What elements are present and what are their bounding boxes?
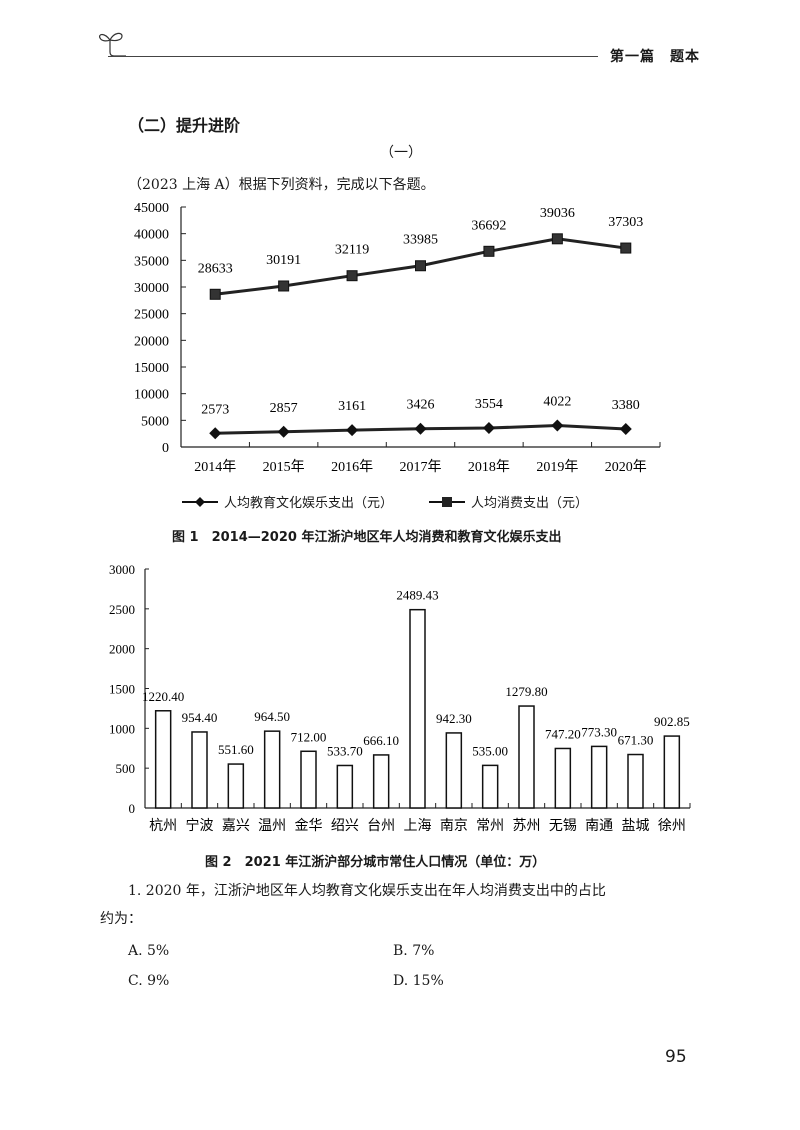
option-c[interactable]: C. 9%: [128, 973, 170, 989]
svg-text:上海: 上海: [404, 818, 432, 834]
svg-text:2500: 2500: [109, 602, 135, 617]
svg-text:杭州: 杭州: [149, 818, 177, 834]
diamond-marker-icon: [182, 496, 218, 507]
sprout-icon: [99, 32, 126, 57]
svg-text:3000: 3000: [109, 562, 135, 577]
svg-text:台州: 台州: [367, 818, 395, 834]
legend-label: 人均教育文化娱乐支出（元）: [224, 496, 394, 511]
svg-text:33985: 33985: [403, 233, 438, 248]
svg-text:5000: 5000: [141, 414, 169, 429]
svg-text:2019年: 2019年: [536, 459, 578, 475]
svg-text:40000: 40000: [134, 228, 169, 243]
svg-text:2020年: 2020年: [605, 459, 647, 475]
svg-text:温州: 温州: [258, 818, 286, 834]
svg-text:954.40: 954.40: [182, 710, 218, 725]
svg-text:常州: 常州: [476, 818, 504, 834]
svg-text:666.10: 666.10: [363, 733, 399, 748]
svg-text:3161: 3161: [338, 399, 366, 414]
svg-text:3380: 3380: [612, 398, 640, 413]
legend-item-education: 人均教育文化娱乐支出（元）: [180, 492, 393, 511]
svg-text:2000: 2000: [109, 642, 135, 657]
page-number: 95: [665, 1047, 687, 1067]
svg-text:535.00: 535.00: [472, 743, 508, 758]
svg-text:30191: 30191: [266, 253, 301, 268]
svg-text:嘉兴: 嘉兴: [222, 818, 250, 834]
svg-text:盐城: 盐城: [622, 818, 650, 834]
svg-text:37303: 37303: [608, 215, 643, 230]
square-marker-icon: [429, 496, 466, 507]
svg-text:2573: 2573: [201, 402, 229, 417]
line-chart: 0 5000 10000 15000 20000 25000 30000 35000 40000…: [134, 201, 661, 475]
svg-text:30000: 30000: [134, 281, 169, 296]
svg-text:0: 0: [129, 801, 136, 816]
svg-text:964.50: 964.50: [254, 709, 290, 724]
svg-text:773.30: 773.30: [581, 724, 617, 739]
running-head: 第一篇 题本: [610, 49, 700, 65]
svg-text:1500: 1500: [109, 682, 135, 697]
svg-text:2489.43: 2489.43: [396, 588, 438, 603]
svg-text:2018年: 2018年: [468, 459, 510, 475]
svg-text:1220.40: 1220.40: [142, 689, 184, 704]
svg-text:2015年: 2015年: [263, 459, 305, 475]
svg-text:20000: 20000: [134, 334, 169, 349]
question-text: 1. 2020 年，江浙沪地区年人均教育文化娱乐支出在年人均消费支出中的占比: [128, 883, 606, 899]
svg-text:10000: 10000: [134, 388, 169, 403]
svg-text:25000: 25000: [134, 308, 169, 323]
option-a[interactable]: A. 5%: [128, 943, 170, 959]
svg-text:南通: 南通: [585, 818, 613, 834]
svg-text:15000: 15000: [134, 361, 169, 376]
svg-text:39036: 39036: [540, 206, 575, 221]
svg-text:533.70: 533.70: [327, 743, 363, 758]
figure2-caption: 图 2 2021 年江浙沪部分城市常住人口情况（单位：万）: [205, 855, 546, 870]
svg-text:绍兴: 绍兴: [331, 818, 359, 834]
svg-text:500: 500: [116, 761, 136, 776]
bar-chart: 0 500 1000 1500 2000 2500 3000 1220.40 杭州 954.40 宁…: [109, 562, 691, 834]
svg-text:2857: 2857: [270, 401, 298, 416]
svg-text:徐州: 徐州: [658, 818, 686, 834]
legend-item-consumption: 人均消费支出（元）: [427, 492, 588, 511]
intro-text: （2023 上海 A）根据下列资料，完成以下各题。: [128, 177, 435, 193]
svg-text:金华: 金华: [295, 818, 323, 834]
svg-text:902.85: 902.85: [654, 714, 690, 729]
svg-text:无锡: 无锡: [549, 818, 577, 834]
svg-text:45000: 45000: [134, 201, 169, 216]
svg-text:942.30: 942.30: [436, 711, 472, 726]
svg-text:苏州: 苏州: [513, 818, 541, 834]
svg-text:747.20: 747.20: [545, 726, 581, 741]
svg-text:35000: 35000: [134, 254, 169, 269]
figure1-caption: 图 1 2014—2020 年江浙沪地区年人均消费和教育文化娱乐支出: [172, 530, 562, 545]
svg-text:3426: 3426: [407, 398, 435, 413]
svg-text:宁波: 宁波: [186, 817, 214, 834]
svg-text:南京: 南京: [440, 818, 468, 834]
svg-text:32119: 32119: [335, 243, 369, 258]
chart1-legend: 人均教育文化娱乐支出（元） 人均消费支出（元）: [180, 492, 588, 511]
svg-text:712.00: 712.00: [291, 729, 327, 744]
svg-text:2017年: 2017年: [400, 459, 442, 475]
sub-title: （一）: [380, 145, 422, 161]
header-rule: [108, 56, 598, 57]
svg-text:1000: 1000: [109, 721, 135, 736]
svg-text:0: 0: [162, 441, 169, 456]
option-b[interactable]: B. 7%: [393, 943, 435, 959]
svg-text:3554: 3554: [475, 397, 503, 412]
svg-text:671.30: 671.30: [618, 733, 654, 748]
svg-text:36692: 36692: [471, 218, 506, 233]
option-d[interactable]: D. 15%: [393, 973, 444, 989]
svg-text:2014年: 2014年: [194, 459, 236, 475]
question-text-cont: 约为：: [100, 911, 142, 927]
svg-text:551.60: 551.60: [218, 742, 254, 757]
section-title: （二）提升进阶: [128, 116, 241, 135]
svg-text:1279.80: 1279.80: [505, 684, 547, 699]
svg-text:2016年: 2016年: [331, 459, 373, 475]
legend-label: 人均消费支出（元）: [471, 496, 589, 511]
svg-text:28633: 28633: [198, 261, 233, 276]
svg-text:4022: 4022: [543, 395, 571, 410]
